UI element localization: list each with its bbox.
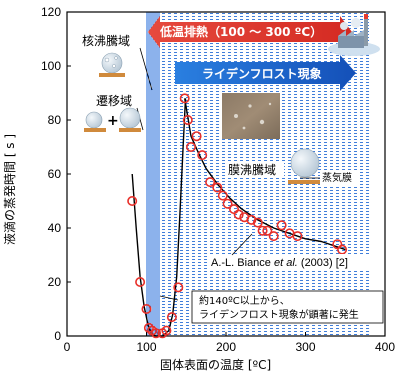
data-point [182,115,193,126]
x-tick-label: 0 [64,340,71,354]
data-point [127,196,138,207]
transition-droplet-icons: + [84,107,141,132]
y-tick-label: 100 [41,59,61,73]
data-point [262,225,273,236]
low-temp-exhaust-banner: 低温排熱（100 ～ 300 ºC） [148,16,352,48]
data-point [161,325,172,336]
citation-label: A.-L. Biance et al. (2003) [2] [211,257,348,269]
data-point [233,209,244,220]
annotation-line-1: 約140ºC以上から、 [199,294,290,307]
leidenfrost-banner: ライデンフロスト現象 [175,55,356,91]
nucleate-region-label: 核沸騰域 [82,33,130,48]
transition-region-label: 遷移域 [96,94,132,108]
data-point [141,303,152,314]
leidenfrost-label: ライデンフロスト現象 [202,66,322,81]
droplet-photo [222,93,280,139]
data-point [166,312,177,323]
data-point [205,177,216,188]
data-point [197,150,208,161]
x-axis-title: 固体表面の温度 [ºC] [160,357,271,371]
data-point [191,131,202,142]
vapor-film-droplet-icon: 蒸気膜 [288,148,360,185]
data-point [276,220,287,231]
data-point [252,217,263,228]
data-point [151,328,162,339]
y-tick-label: 80 [48,113,62,127]
data-point [268,231,279,242]
citation-group: A.-L. Biance et al. (2003) [2] [207,233,383,269]
x-axis: 0 100 200 300 400 [64,332,395,354]
film-region-label-group: 膜沸騰域 [226,161,284,178]
nucleate-droplet-icon [99,52,125,77]
data-point [186,142,197,153]
y-tick-label: 0 [54,329,61,343]
y-tick-label: 20 [48,275,62,289]
y-tick-label: 120 [41,5,61,19]
x-tick-label: 400 [375,340,395,354]
y-axis: 0 20 40 60 80 100 120 [41,5,71,343]
data-point [292,231,303,242]
data-point [173,282,184,293]
data-point [179,93,190,104]
data-point [246,214,257,225]
nucleate-boiling-region [146,12,160,336]
factory-icon [328,14,380,56]
vapor-film-label: 蒸気膜 [322,171,352,184]
data-point [222,198,233,209]
film-region-label: 膜沸騰域 [228,162,276,177]
y-tick-label: 60 [48,167,62,181]
x-tick-label: 300 [295,340,315,354]
annotation-box: 約140ºC以上から、 ライデンフロスト現象が顕著に発生 [159,290,384,324]
data-point [257,225,268,236]
annotation-line-2: ライデンフロスト現象が顕著に発生 [199,308,359,321]
data-point [212,182,223,193]
low-temp-exhaust-label: 低温排熱（100 ～ 300 ºC） [159,24,322,39]
data-markers [127,93,348,339]
data-point [217,190,228,201]
svg-text:+: + [107,113,119,129]
x-tick-label: 100 [136,340,156,354]
data-point [337,244,348,255]
nucleate-region-label-group: 核沸騰域 [80,32,153,91]
y-tick-label: 40 [48,221,62,235]
data-point [135,276,146,287]
y-axis-title: 液滴の蒸発時間 [ s ] [2,134,17,245]
x-tick-label: 200 [216,340,236,354]
